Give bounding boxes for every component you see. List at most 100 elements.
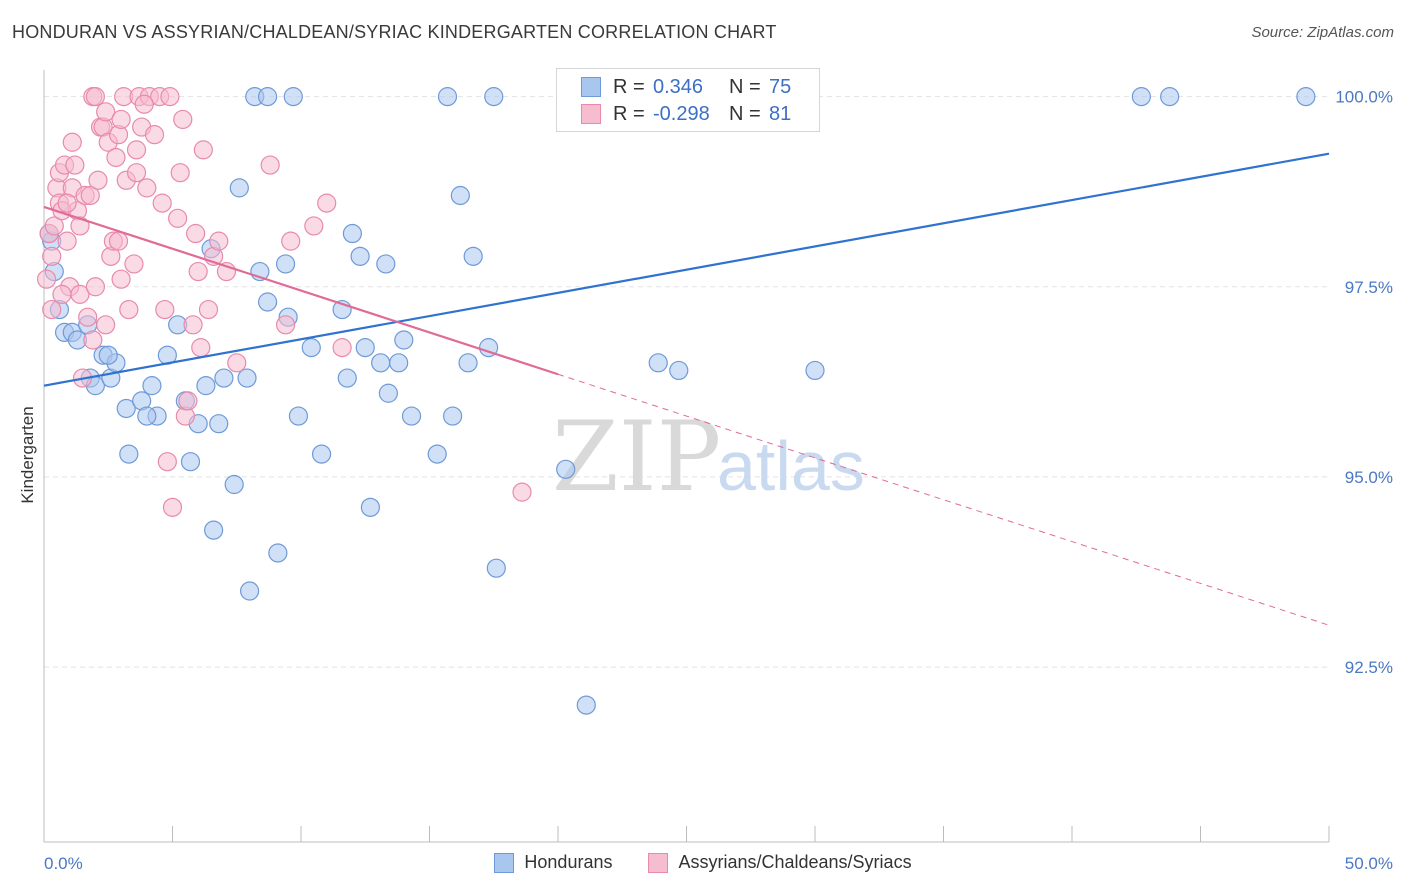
legend-r-value: 0.346 (653, 75, 704, 98)
honduran-point (237, 368, 257, 388)
honduran-point (1131, 87, 1151, 107)
assyrian-point (96, 315, 116, 335)
assyrian-point (193, 140, 213, 160)
honduran-point (805, 360, 825, 381)
assyrian-point (152, 193, 172, 213)
assyrian-point (157, 452, 177, 472)
honduran-point (450, 185, 470, 206)
assyrian-point (52, 284, 72, 304)
honduran-point (275, 254, 296, 274)
data-points (36, 87, 1316, 715)
honduran-point (648, 353, 668, 373)
watermark-zip: ZIP (552, 401, 721, 513)
assyrian-point (57, 193, 77, 213)
honduran-point (378, 383, 398, 403)
assyrian-point (162, 497, 183, 517)
assyrian-point (83, 330, 103, 350)
honduran-point (98, 345, 118, 365)
assyrian-point (227, 353, 247, 373)
honduran-point (311, 444, 332, 464)
legend-swatch-pink (581, 104, 601, 124)
assyrian-point (191, 338, 211, 358)
honduran-point (268, 543, 288, 563)
legend-n-value: 75 (769, 75, 792, 98)
assyrian-point (36, 269, 57, 289)
assyrian-point (183, 315, 203, 335)
assyrian-point (137, 178, 157, 198)
honduran-point (371, 353, 391, 373)
assyrian-point (332, 338, 352, 358)
series-swatch-pink (648, 852, 669, 873)
honduran-point (229, 178, 249, 198)
assyrian-point (168, 208, 188, 228)
assyrian-point (160, 87, 180, 107)
legend-n-value: 81 (769, 102, 792, 125)
series-legend-assyrians: Assyrians/Chaldeans/Syriacs (648, 852, 912, 873)
honduran-point (394, 330, 414, 350)
assyrian-point (42, 246, 62, 266)
honduran-point (119, 444, 139, 464)
chart-title: HONDURAN VS ASSYRIAN/CHALDEAN/SYRIAC KIN… (12, 22, 777, 42)
legend-swatch-blue (581, 77, 601, 97)
honduran-point (401, 406, 422, 426)
tick-labels: 92.5% 95.0% 97.5% 100.0% 0.0% 50.0% (44, 88, 1393, 873)
assyrian-point (70, 216, 90, 236)
honduran-point (576, 695, 596, 715)
legend-r-label: R = (613, 75, 645, 98)
honduran-point (669, 360, 689, 381)
assyrian-trend-line (43, 205, 559, 376)
honduran-point (360, 497, 380, 517)
legend-n-label: N = (729, 75, 761, 98)
assyrian-point (178, 391, 198, 411)
honduran-point (355, 338, 375, 358)
legend: R = 0.346 N = 75 R = -0.298 N = 81 (556, 68, 820, 132)
assyrian-point (44, 216, 64, 236)
legend-row-hondurans: R = 0.346 N = 75 (581, 75, 791, 99)
assyrian-point (304, 216, 324, 236)
assyrian-point (170, 163, 190, 183)
honduran-point (224, 474, 244, 495)
honduran-point (443, 406, 463, 426)
honduran-point (301, 338, 321, 358)
honduran-point (486, 558, 506, 578)
honduran-point (350, 246, 370, 266)
watermark-atlas: atlas (717, 427, 865, 505)
honduran-point (463, 246, 483, 266)
honduran-point (1160, 87, 1180, 107)
honduran-point (437, 87, 458, 107)
y-axis-label: Kindergarten (18, 406, 37, 503)
honduran-point (257, 87, 278, 107)
assyrian-point (85, 277, 106, 297)
series-name-hondurans: Hondurans (524, 852, 613, 872)
assyrian-point (85, 87, 106, 107)
honduran-point (137, 406, 157, 426)
assyrian-point (124, 254, 144, 274)
assyrian-point (65, 155, 85, 175)
assyrian-point (275, 315, 296, 335)
assyrian-point (80, 185, 100, 206)
y-tick-label: 95.0% (1345, 468, 1393, 487)
honduran-point (342, 223, 362, 244)
assyrian-point (155, 299, 175, 320)
legend-n-label: N = (729, 102, 761, 125)
assyrian-point (209, 231, 229, 251)
honduran-point (389, 353, 409, 373)
assyrian-point (57, 231, 77, 251)
y-tick-label: 92.5% (1345, 658, 1393, 677)
assyrian-point (134, 94, 154, 114)
honduran-point (458, 353, 478, 373)
series-name-assyrians: Assyrians/Chaldeans/Syriacs (678, 852, 912, 872)
assyrian-point (281, 231, 301, 251)
series-legend-hondurans: Hondurans (494, 852, 612, 873)
axes (43, 70, 1330, 843)
honduran-point (337, 368, 357, 388)
honduran-point (1296, 87, 1316, 107)
assyrian-point (317, 193, 337, 213)
trend-lines (43, 152, 1330, 626)
honduran-point (204, 520, 224, 540)
assyrian-point (126, 163, 147, 183)
assyrian-point (96, 102, 116, 122)
assyrian-point (106, 147, 126, 168)
assyrian-point (111, 109, 131, 130)
